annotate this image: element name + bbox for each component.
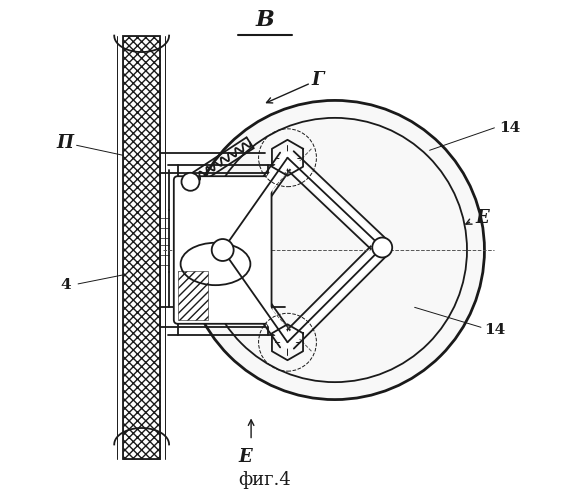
Text: 14: 14: [499, 121, 520, 135]
Text: Е: Е: [475, 208, 489, 226]
Circle shape: [185, 100, 484, 400]
Ellipse shape: [181, 243, 250, 285]
Text: В: В: [256, 8, 274, 30]
Bar: [123, 36, 160, 460]
Text: Е: Е: [238, 448, 252, 466]
Bar: [178, 271, 207, 320]
Circle shape: [211, 239, 234, 261]
FancyBboxPatch shape: [174, 176, 271, 324]
Text: П: П: [56, 134, 73, 152]
Text: 4: 4: [60, 278, 71, 292]
Text: Г: Г: [311, 72, 324, 90]
Text: 14: 14: [484, 323, 506, 337]
Circle shape: [372, 238, 392, 258]
Circle shape: [181, 173, 199, 191]
Bar: [123, 36, 160, 460]
Text: фиг.4: фиг.4: [239, 472, 291, 490]
